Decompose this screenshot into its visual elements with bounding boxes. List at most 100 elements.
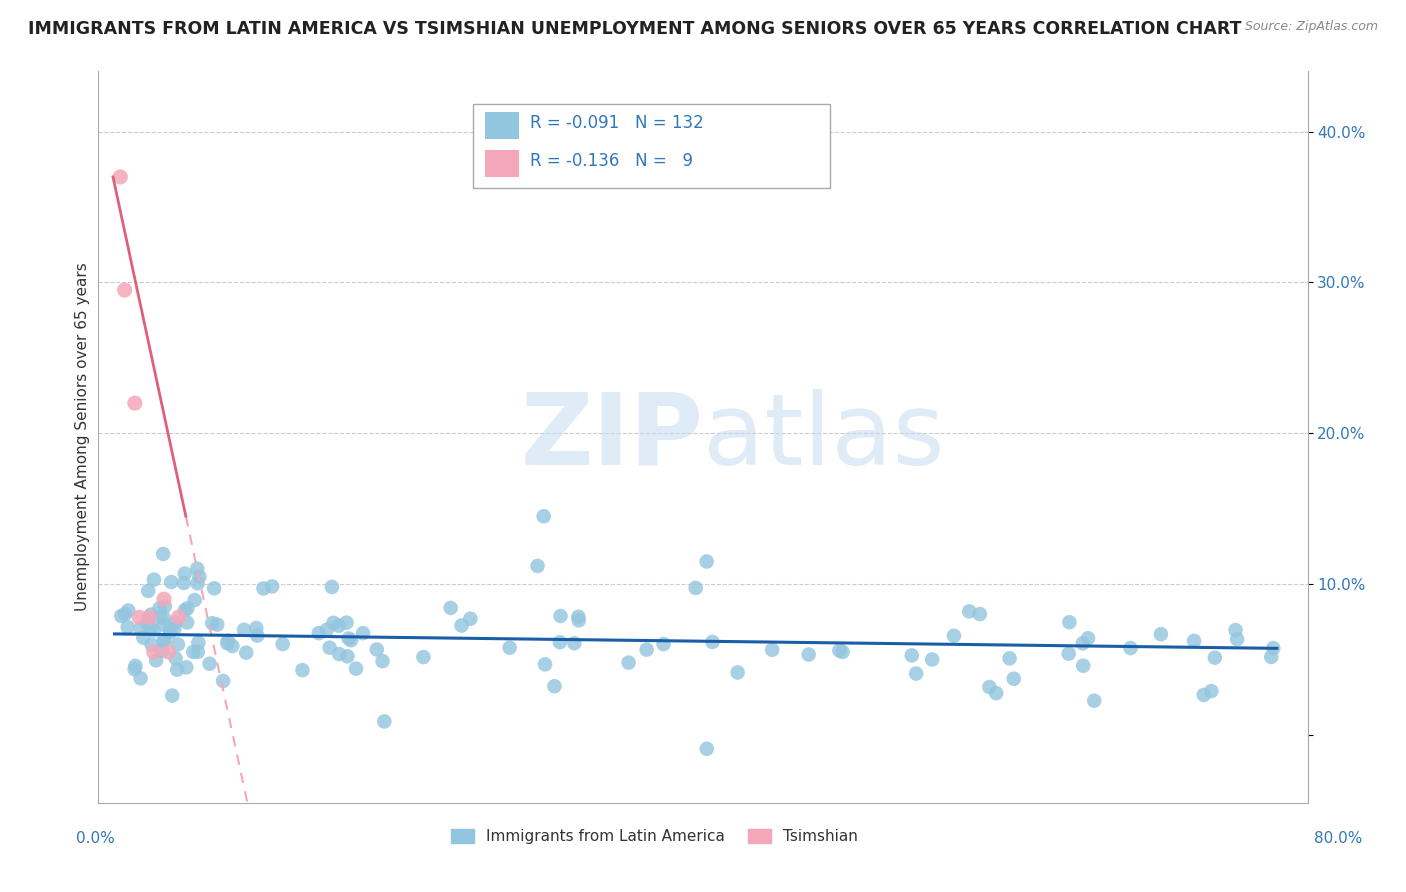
- Point: [685, 581, 707, 595]
- Point: [797, 648, 820, 662]
- Point: [152, 634, 174, 648]
- Text: IMMIGRANTS FROM LATIN AMERICA VS TSIMSHIAN UNEMPLOYMENT AMONG SENIORS OVER 65 YE: IMMIGRANTS FROM LATIN AMERICA VS TSIMSHI…: [28, 20, 1241, 37]
- Text: 0.0%: 0.0%: [76, 831, 115, 846]
- Point: [761, 643, 783, 657]
- Point: [1226, 632, 1249, 647]
- Point: [141, 638, 163, 652]
- Point: [186, 562, 208, 576]
- Point: [167, 610, 190, 624]
- Point: [412, 650, 434, 665]
- Point: [160, 689, 183, 703]
- Point: [567, 609, 589, 624]
- Text: Source: ZipAtlas.com: Source: ZipAtlas.com: [1244, 20, 1378, 33]
- Point: [905, 666, 928, 681]
- Point: [142, 645, 165, 659]
- Text: 80.0%: 80.0%: [1315, 831, 1362, 846]
- Point: [136, 583, 159, 598]
- FancyBboxPatch shape: [474, 104, 830, 188]
- Point: [187, 635, 209, 649]
- Point: [124, 662, 146, 676]
- Point: [450, 618, 472, 632]
- Point: [986, 686, 1008, 700]
- Point: [526, 558, 548, 573]
- Point: [702, 635, 724, 649]
- Point: [233, 623, 256, 637]
- Point: [173, 576, 195, 591]
- Point: [217, 633, 239, 648]
- Point: [969, 607, 991, 621]
- Point: [148, 601, 170, 615]
- Point: [160, 575, 183, 590]
- Point: [543, 679, 565, 693]
- Point: [153, 592, 176, 607]
- Text: atlas: atlas: [703, 389, 945, 485]
- Point: [262, 579, 284, 593]
- Text: ZIP: ZIP: [520, 389, 703, 485]
- Point: [1225, 623, 1247, 637]
- Point: [921, 652, 943, 666]
- Point: [174, 660, 197, 674]
- Point: [132, 631, 155, 645]
- Point: [235, 646, 257, 660]
- Point: [568, 613, 591, 627]
- Point: [352, 626, 374, 640]
- Point: [152, 547, 174, 561]
- Point: [534, 657, 557, 672]
- Point: [1077, 632, 1099, 646]
- Point: [138, 610, 160, 624]
- Point: [212, 673, 235, 688]
- Point: [1057, 647, 1080, 661]
- Point: [159, 622, 181, 636]
- Point: [198, 657, 221, 671]
- Point: [149, 610, 172, 624]
- Point: [176, 615, 198, 630]
- Point: [114, 607, 136, 621]
- Point: [124, 658, 146, 673]
- Point: [1263, 641, 1285, 656]
- Point: [246, 629, 269, 643]
- Point: [173, 566, 195, 581]
- Point: [145, 653, 167, 667]
- Point: [727, 665, 749, 680]
- Point: [1083, 694, 1105, 708]
- Point: [271, 637, 294, 651]
- Point: [166, 663, 188, 677]
- Y-axis label: Unemployment Among Seniors over 65 years: Unemployment Among Seniors over 65 years: [75, 263, 90, 611]
- Point: [696, 554, 718, 568]
- Point: [139, 607, 162, 622]
- Point: [124, 396, 146, 410]
- Point: [152, 617, 174, 632]
- Point: [548, 635, 571, 649]
- Point: [1201, 684, 1223, 698]
- Point: [291, 663, 314, 677]
- Point: [221, 639, 243, 653]
- Point: [652, 637, 675, 651]
- Text: R = -0.091   N = 132: R = -0.091 N = 132: [530, 113, 704, 131]
- Point: [308, 626, 330, 640]
- Point: [157, 645, 180, 659]
- Point: [636, 642, 658, 657]
- Point: [153, 633, 176, 648]
- Text: R = -0.136   N =   9: R = -0.136 N = 9: [530, 153, 693, 170]
- Point: [187, 576, 209, 591]
- Point: [562, 636, 585, 650]
- Point: [153, 611, 176, 625]
- Point: [337, 632, 360, 646]
- Point: [498, 640, 520, 655]
- Point: [165, 651, 187, 665]
- Point: [142, 573, 165, 587]
- Point: [201, 616, 224, 631]
- Point: [136, 616, 159, 631]
- Point: [110, 169, 132, 184]
- Point: [328, 647, 350, 661]
- Point: [318, 640, 340, 655]
- Point: [1182, 633, 1205, 648]
- Point: [998, 651, 1021, 665]
- Point: [696, 741, 718, 756]
- Point: [340, 633, 363, 648]
- Point: [366, 642, 388, 657]
- Point: [174, 603, 197, 617]
- Point: [942, 629, 965, 643]
- Point: [328, 618, 350, 632]
- Point: [117, 603, 139, 617]
